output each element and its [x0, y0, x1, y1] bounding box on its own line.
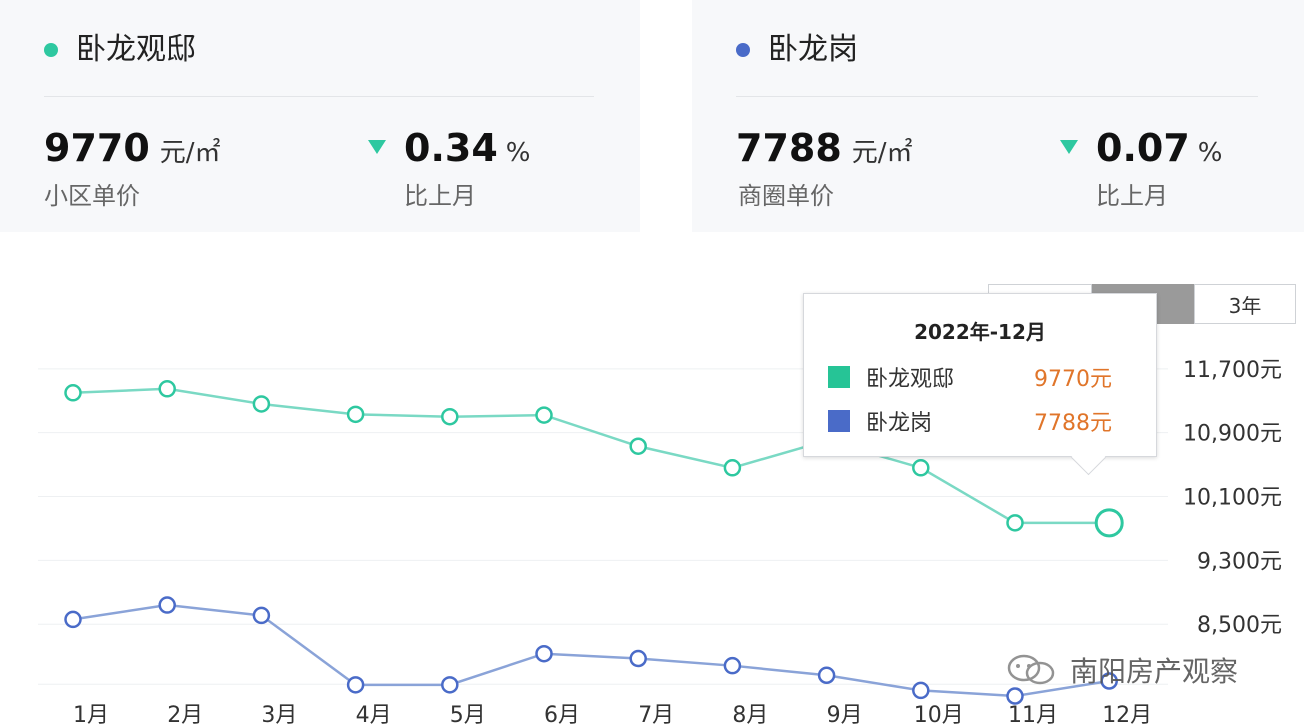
data-point — [1094, 508, 1124, 538]
summary-card-district: 卧龙岗 7788 元/㎡ 商圈单价 0.07 % 比上月 — [692, 0, 1304, 232]
data-point — [64, 610, 82, 629]
district-name: 卧龙岗 — [768, 32, 858, 67]
price-label: 小区单价 — [44, 182, 140, 210]
x-tick-label: 4月 — [356, 703, 392, 728]
data-point — [64, 384, 82, 402]
x-tick-label: 11月 — [1008, 703, 1058, 728]
change-value: 0.07 — [1096, 126, 1190, 170]
series-dot-icon — [736, 43, 750, 57]
data-point — [346, 405, 365, 424]
x-tick-label: 8月 — [732, 703, 768, 728]
x-tick-label: 7月 — [638, 703, 674, 728]
tab-range-3y[interactable]: 3年 — [1194, 284, 1296, 324]
x-tick-label: 1月 — [73, 703, 109, 728]
y-tick-label: 10,100元 — [1183, 486, 1282, 511]
tooltip-series-name: 卧龙岗 — [866, 411, 933, 436]
chart-points — [64, 380, 1124, 705]
data-point — [346, 676, 365, 694]
data-point — [1006, 514, 1024, 532]
data-point — [629, 437, 647, 455]
legend-swatch-icon — [828, 410, 850, 432]
y-axis: 11,700元 10,900元 10,100元 9,300元 8,500元 — [1183, 358, 1282, 638]
data-point — [535, 644, 553, 663]
price-unit: 元/㎡ — [851, 138, 913, 168]
data-point — [252, 395, 271, 413]
x-axis: 1月 2月 3月 4月 5月 6月 7月 8月 9月 10月 11月 12月 — [73, 703, 1152, 728]
y-tick-label: 9,300元 — [1197, 549, 1282, 574]
data-point — [441, 407, 459, 426]
data-point — [158, 380, 176, 398]
community-name: 卧龙观邸 — [76, 32, 196, 67]
series-line — [72, 603, 1110, 698]
series-dot-icon — [44, 43, 58, 57]
data-point — [912, 681, 930, 700]
chart-lines — [72, 387, 1110, 698]
data-point — [1006, 687, 1024, 705]
summary-card-community: 卧龙观邸 9770 元/㎡ 小区单价 0.34 % 比上月 — [0, 0, 640, 232]
tooltip-row: 卧龙岗 7788元 — [828, 406, 1112, 436]
data-point — [912, 459, 930, 477]
x-tick-label: 10月 — [914, 703, 964, 728]
change-label: 比上月 — [404, 182, 476, 210]
x-tick-label: 6月 — [544, 703, 580, 728]
divider — [736, 96, 1258, 97]
x-tick-label: 2月 — [167, 703, 203, 728]
card-header: 卧龙观邸 — [44, 28, 196, 72]
change-value: 0.34 — [404, 126, 498, 170]
data-point — [535, 406, 553, 424]
series-line — [72, 387, 1110, 525]
change-label: 比上月 — [1096, 182, 1168, 210]
data-point — [817, 666, 836, 685]
community-price: 9770 元/㎡ — [44, 126, 221, 170]
tooltip-row: 卧龙观邸 9770元 — [828, 362, 1112, 392]
divider — [44, 96, 594, 97]
card-header: 卧龙岗 — [736, 28, 858, 72]
x-tick-label: 5月 — [450, 703, 486, 728]
y-tick-label: 8,500元 — [1197, 613, 1282, 638]
watermark: 南阳房产观察 — [1006, 650, 1238, 690]
chart-tooltip: 2022年-12月 卧龙观邸 9770元 卧龙岗 7788元 — [803, 293, 1157, 476]
x-tick-label: 12月 — [1102, 703, 1152, 728]
y-tick-label: 11,700元 — [1183, 358, 1282, 383]
down-triangle-icon — [368, 140, 386, 154]
price-value: 9770 — [44, 126, 150, 170]
price-label: 商圈单价 — [738, 182, 834, 210]
data-point — [629, 649, 647, 668]
month-change: 0.07 % — [1060, 126, 1222, 170]
data-point — [252, 606, 271, 625]
data-point — [1100, 672, 1118, 690]
data-point — [723, 459, 742, 477]
down-triangle-icon — [1060, 140, 1078, 154]
price-value: 7788 — [736, 126, 842, 170]
month-change: 0.34 % — [368, 126, 530, 170]
data-point — [723, 656, 742, 675]
tooltip-series-value: 9770元 — [1034, 367, 1112, 392]
range-tabs: 3年 — [988, 284, 1296, 324]
data-point — [441, 676, 459, 694]
wechat-icon — [1006, 654, 1058, 686]
tooltip-title: 2022年-12月 — [914, 320, 1046, 344]
tooltip-series-value: 7788元 — [1034, 411, 1112, 436]
x-tick-label: 3月 — [261, 703, 297, 728]
legend-swatch-icon — [828, 366, 850, 388]
change-unit: % — [505, 138, 531, 168]
price-unit: 元/㎡ — [159, 138, 221, 168]
y-tick-label: 10,900元 — [1183, 422, 1282, 447]
x-tick-label: 9月 — [827, 703, 863, 728]
district-price: 7788 元/㎡ — [736, 126, 913, 170]
watermark-text: 南阳房产观察 — [1070, 655, 1239, 688]
data-point — [158, 596, 176, 614]
tooltip-series-name: 卧龙观邸 — [866, 367, 955, 392]
change-unit: % — [1197, 138, 1223, 168]
